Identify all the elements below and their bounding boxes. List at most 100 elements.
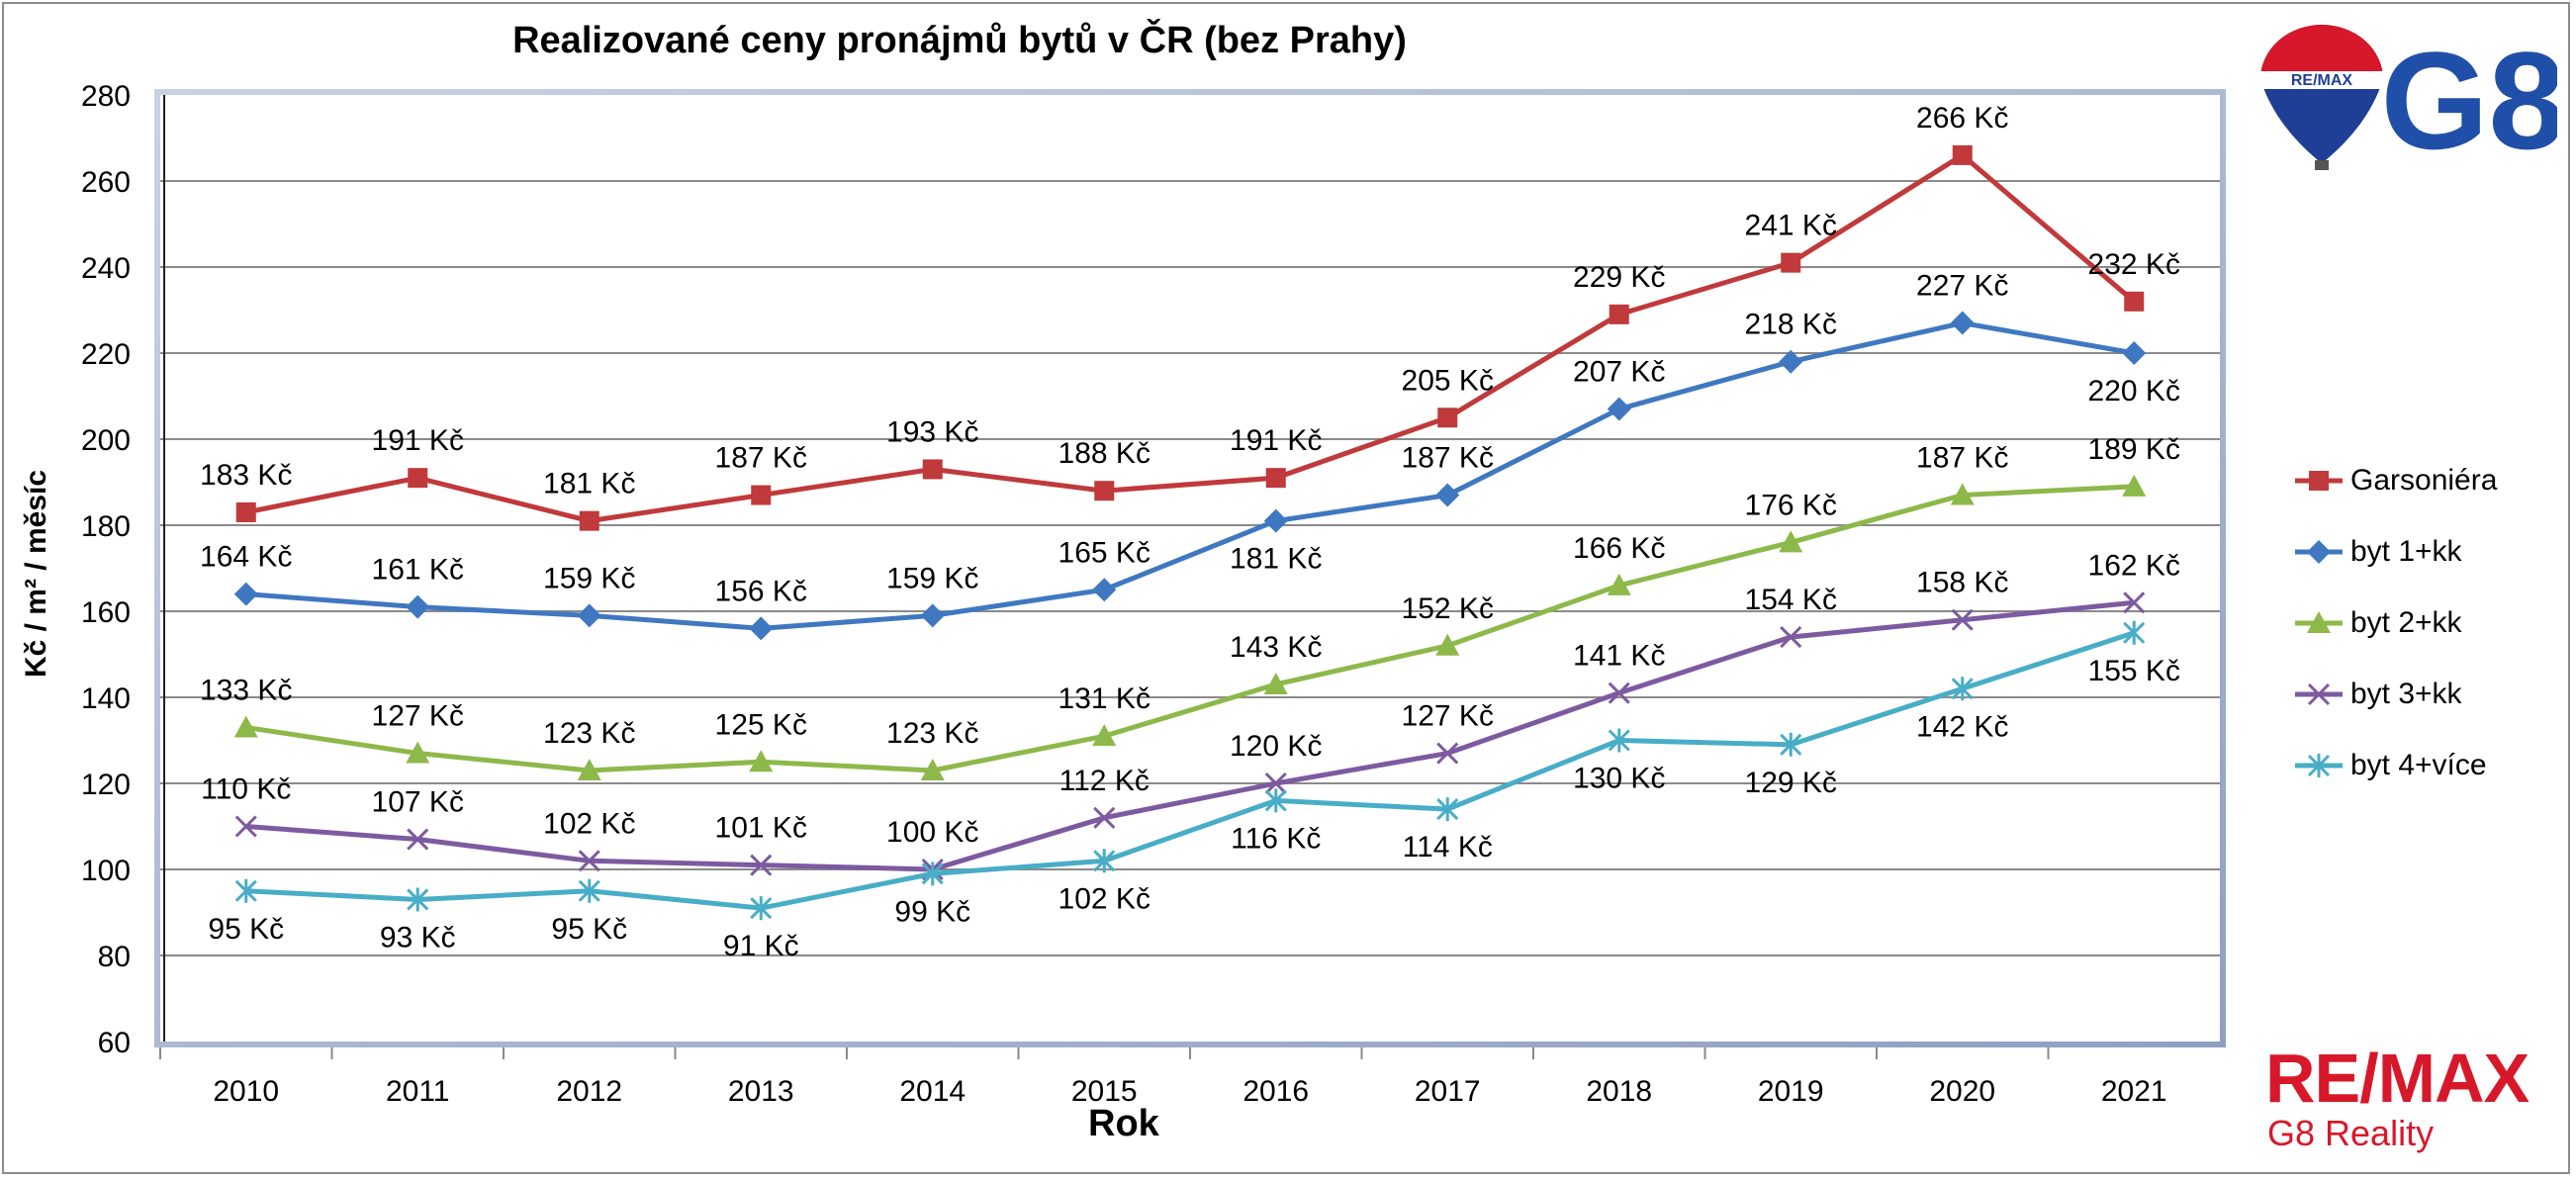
data-label: 127 Kč	[1402, 700, 1494, 733]
data-point	[1265, 468, 1286, 489]
data-label: 154 Kč	[1745, 584, 1837, 616]
data-point	[1607, 397, 1631, 421]
x-tick-label: 2018	[1586, 1075, 1652, 1108]
data-label: 152 Kč	[1402, 592, 1494, 625]
data-label: 158 Kč	[1916, 567, 2008, 599]
data-label: 181 Kč	[1230, 543, 1322, 576]
data-label: 91 Kč	[723, 930, 799, 962]
data-point	[750, 854, 773, 876]
data-label: 93 Kč	[380, 921, 456, 953]
balloon-text: RE/MAX	[2291, 72, 2353, 89]
series-line	[245, 320, 2135, 631]
data-point	[2124, 291, 2145, 312]
data-point	[751, 485, 772, 505]
data-label: 123 Kč	[886, 717, 978, 750]
data-point	[2123, 620, 2146, 645]
data-point	[407, 887, 429, 912]
legend-label: byt 2+kk	[2350, 606, 2462, 639]
data-point	[233, 715, 258, 738]
data-point	[1609, 304, 1629, 324]
data-label: 159 Kč	[886, 562, 978, 594]
g8-logo-text: G8	[2381, 23, 2557, 173]
data-point	[2123, 591, 2146, 614]
brand-subtitle: G8 Reality	[2267, 1113, 2435, 1153]
data-label: 241 Kč	[1745, 210, 1837, 242]
series-line	[245, 599, 2135, 872]
data-label: 142 Kč	[1916, 710, 2008, 743]
data-label: 156 Kč	[715, 575, 807, 607]
series-line	[245, 630, 2136, 911]
data-point	[920, 758, 945, 780]
data-label: 102 Kč	[1058, 882, 1150, 915]
data-point	[1608, 728, 1630, 753]
data-point	[1435, 483, 1460, 507]
data-label: 155 Kč	[2088, 655, 2180, 687]
data-label: 176 Kč	[1745, 489, 1837, 521]
x-tick-label: 2017	[1415, 1075, 1481, 1108]
data-label: 127 Kč	[372, 700, 464, 733]
remax-g8-logo: RE/MAX G8	[2258, 23, 2557, 173]
data-label: 191 Kč	[1230, 424, 1322, 457]
legend-swatch	[2295, 682, 2343, 706]
data-point	[1264, 772, 1287, 795]
legend-swatch	[2295, 754, 2343, 777]
y-tick-label: 60	[98, 1027, 131, 1059]
legend-item: byt 3+kk	[2295, 659, 2497, 730]
chart-legend: Garsoniéra byt 1+kk byt 2+kk byt 3+kk byt 4+…	[2295, 445, 2497, 801]
y-tick-label: 80	[98, 941, 131, 973]
series-byt-3-kk: 110 Kč 107 Kč 102 Kč 101 Kč 100 Kč 112 Kč 120 …	[201, 549, 2180, 881]
data-label: 205 Kč	[1402, 364, 1494, 397]
data-label: 131 Kč	[1058, 682, 1150, 715]
plot-area	[160, 95, 2220, 1042]
y-tick-label: 220	[81, 338, 131, 371]
data-label: 191 Kč	[372, 424, 464, 457]
data-label: 164 Kč	[200, 541, 292, 574]
data-label: 125 Kč	[715, 708, 807, 741]
data-point	[750, 896, 773, 921]
data-label: 129 Kč	[1745, 767, 1837, 799]
data-label: 100 Kč	[886, 816, 978, 849]
data-point	[234, 815, 257, 838]
data-label: 95 Kč	[208, 913, 284, 946]
data-label: 166 Kč	[1573, 532, 1665, 565]
x-tick-label: 2013	[728, 1075, 794, 1108]
series-line	[245, 484, 2135, 773]
data-label: 187 Kč	[715, 442, 807, 475]
legend-swatch	[2295, 540, 2343, 564]
legend-item: byt 1+kk	[2295, 516, 2497, 588]
data-point	[1608, 681, 1630, 704]
data-point	[1779, 530, 1803, 553]
chart-title: Realizované ceny pronájmů bytů v ČR (bez…	[512, 20, 1407, 61]
x-tick-label: 2021	[2101, 1075, 2167, 1108]
data-point	[1779, 349, 1803, 374]
data-point	[1263, 508, 1288, 533]
y-tick-label: 120	[81, 769, 131, 801]
data-point	[1950, 483, 1975, 505]
data-label: 114 Kč	[1403, 831, 1493, 863]
data-label: 141 Kč	[1573, 640, 1665, 673]
data-label: 232 Kč	[2088, 248, 2180, 281]
data-point	[1093, 849, 1116, 873]
y-tick-label: 200	[81, 424, 131, 457]
data-label: 110 Kč	[201, 773, 291, 806]
data-point	[406, 594, 430, 619]
data-point	[2307, 611, 2331, 633]
x-tick-label: 2015	[1071, 1075, 1138, 1108]
data-point	[1436, 742, 1459, 765]
data-point	[749, 616, 774, 641]
y-axis-label: Kč / m² / měsíc	[20, 469, 52, 679]
remax-brand: RE/MAX G8 Reality	[2265, 1044, 2530, 1154]
data-label: 101 Kč	[715, 812, 807, 845]
data-point	[1951, 677, 1974, 701]
y-tick-label: 100	[81, 855, 131, 887]
legend-swatch	[2295, 611, 2343, 633]
data-label: 266 Kč	[1916, 102, 2008, 135]
data-label: 162 Kč	[2088, 549, 2180, 582]
data-point	[1952, 144, 1973, 165]
data-label: 189 Kč	[2088, 433, 2180, 466]
data-point	[921, 862, 944, 886]
data-point	[1950, 311, 1975, 335]
data-point	[2309, 471, 2329, 491]
data-label: 229 Kč	[1573, 261, 1665, 294]
